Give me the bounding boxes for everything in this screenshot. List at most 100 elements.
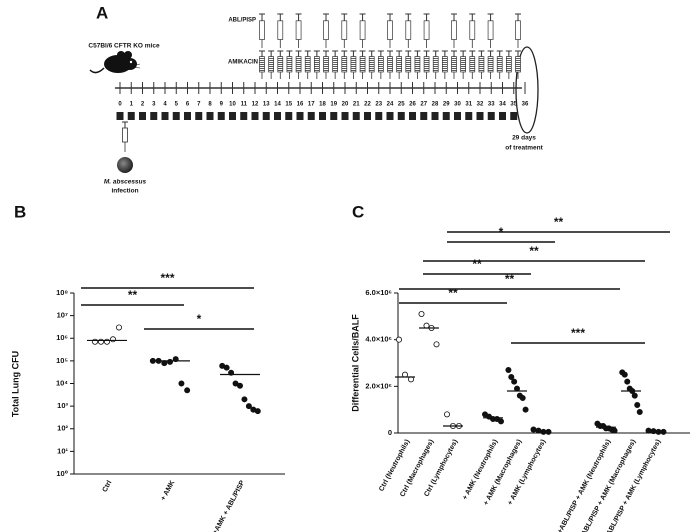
abl-syringe	[295, 13, 302, 48]
day-label: 2	[141, 102, 145, 108]
day-label: 30	[454, 102, 461, 108]
amikacin-syringe	[396, 50, 403, 79]
syringe-barrel	[414, 56, 421, 73]
syringe-barrel	[405, 20, 412, 40]
day-label: 14	[274, 102, 281, 108]
day-label: 22	[364, 102, 371, 108]
data-point	[540, 428, 547, 435]
syringe-barrel	[423, 56, 430, 73]
day-block	[139, 112, 146, 120]
day-block	[161, 112, 169, 120]
syringe-barrel	[387, 56, 393, 73]
day-label: 1	[130, 102, 134, 108]
syringe-barrel	[314, 56, 320, 73]
significance-label: **	[472, 257, 482, 271]
abl-syringe	[341, 13, 348, 48]
day-block	[296, 112, 304, 120]
y-tick-label: 4.0×10⁶	[365, 335, 392, 344]
amikacin-syringe	[286, 50, 293, 79]
amikacin-syringe	[387, 50, 393, 79]
y-tick-label: 10⁸	[56, 288, 68, 297]
treatment-label: of treatment	[505, 145, 543, 152]
data-point	[443, 411, 450, 418]
amikacin-syringe	[441, 50, 448, 79]
day-block	[229, 112, 236, 120]
abl-syringe	[487, 13, 494, 48]
day-block	[442, 112, 450, 120]
syringe-barrel	[259, 20, 265, 40]
day-label: 36	[522, 102, 529, 108]
data-point	[545, 428, 552, 435]
x-tick-label: + AMK	[160, 480, 176, 502]
day-label: 29	[443, 102, 450, 108]
day-label: 12	[252, 102, 259, 108]
y-tick-label: 10³	[57, 401, 68, 410]
day-label: 19	[330, 102, 337, 108]
amikacin-syringe	[487, 50, 494, 79]
amikacin-syringe	[313, 50, 320, 79]
day-label: 26	[409, 102, 416, 108]
amikacin-syringe	[323, 50, 329, 79]
syringe-barrel	[286, 56, 293, 73]
syringe-barrel	[359, 20, 366, 40]
day-label: 11	[241, 102, 248, 108]
significance-label: **	[505, 272, 515, 286]
abl-syringe	[451, 13, 457, 48]
y-tick-label: 10¹	[57, 446, 68, 455]
day-block	[375, 112, 383, 120]
day-block	[330, 112, 338, 120]
data-point	[624, 378, 631, 385]
day-label: 34	[499, 102, 506, 108]
syringe-barrel	[442, 56, 448, 73]
significance-label: *	[197, 312, 202, 326]
y-axis-label: Total Lung CFU	[10, 351, 20, 417]
data-point	[418, 310, 425, 317]
amikacin-syringe	[259, 50, 265, 79]
syringe-barrel	[323, 20, 329, 40]
amikacin-syringe	[368, 50, 375, 79]
infection-label: infection	[111, 188, 138, 195]
day-label: 35	[510, 102, 517, 108]
data-point	[645, 427, 652, 434]
syringe-barrel	[295, 20, 302, 40]
significance-label: *	[499, 225, 504, 239]
treatment-label: 29 days	[512, 135, 536, 142]
y-tick-label: 10⁴	[56, 378, 68, 387]
data-point	[166, 358, 173, 365]
y-tick-label: 2.0×10⁶	[365, 381, 392, 390]
y-axis-label: Differential Cells/BALF	[350, 314, 360, 412]
amikacin-syringe	[469, 50, 476, 79]
day-block	[409, 112, 416, 120]
amikacin-syringe	[478, 50, 485, 79]
data-point	[433, 341, 440, 348]
syringe-barrel	[368, 56, 375, 73]
data-point	[508, 373, 515, 380]
syringe-barrel	[423, 20, 430, 40]
day-label: 27	[420, 102, 427, 108]
syringe-barrel	[341, 56, 348, 73]
syringe-barrel	[451, 20, 457, 40]
syringe-barrel	[332, 56, 338, 73]
day-label: 9	[220, 102, 224, 108]
day-label: 32	[477, 102, 484, 108]
amikacin-syringe	[359, 50, 366, 79]
syringe-barrel	[469, 20, 476, 40]
day-block	[454, 112, 461, 120]
data-point	[223, 364, 230, 371]
y-tick-label: 10⁵	[56, 356, 68, 365]
syringe-barrel	[341, 20, 348, 40]
panel-label: C	[352, 202, 364, 221]
data-point	[631, 392, 638, 399]
panel-label: B	[14, 202, 26, 221]
syringe-barrel	[496, 56, 503, 73]
day-label: 8	[208, 102, 212, 108]
amikacin-syringe	[341, 50, 348, 79]
day-label: 16	[297, 102, 304, 108]
day-block	[476, 112, 484, 120]
day-block	[150, 112, 158, 120]
abl-syringe	[405, 13, 412, 48]
amikacin-syringe	[496, 50, 503, 79]
data-point	[395, 336, 402, 343]
amikacin-syringe	[505, 50, 512, 79]
